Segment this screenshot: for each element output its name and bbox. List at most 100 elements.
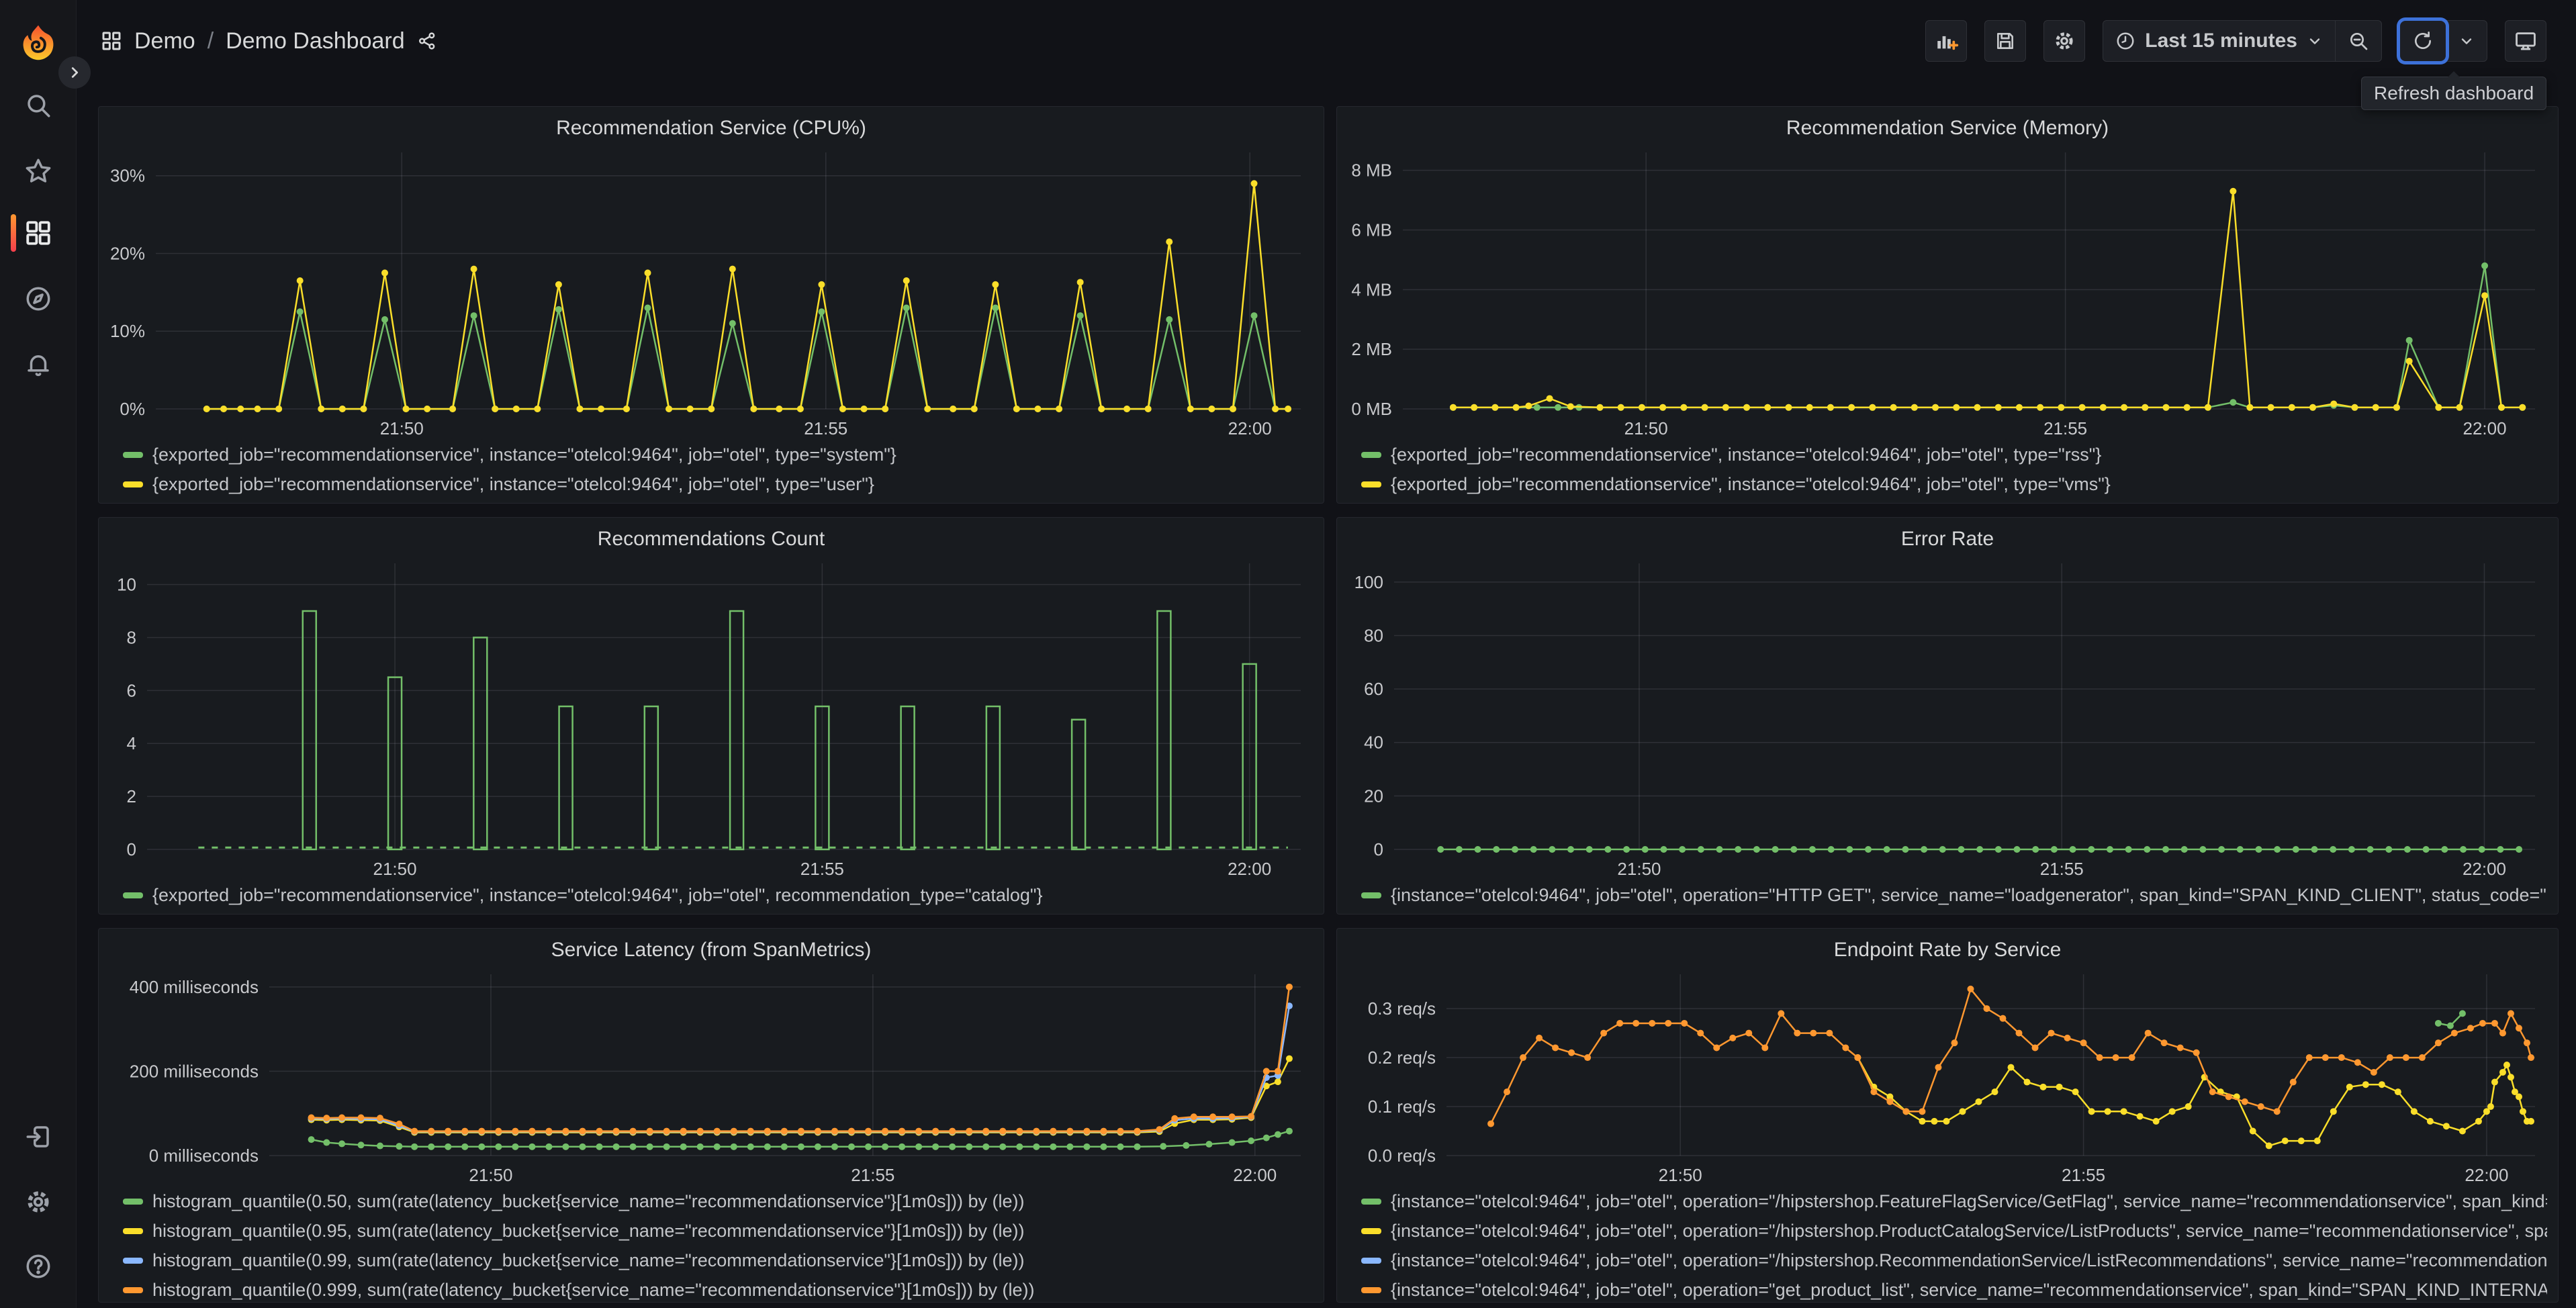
time-range-label: Last 15 minutes (2145, 30, 2297, 52)
dashboard-toolbar: Last 15 minutes (1925, 20, 2576, 62)
count-chart[interactable]: 0 2 4 6 8 10 21:50 21:55 22:00 (109, 554, 1314, 880)
star-icon (26, 158, 51, 183)
panel-service-latency: Service Latency (from SpanMetrics) 0 mil… (98, 928, 1324, 1303)
legend: histogram_quantile(0.50, sum(rate(latenc… (109, 1186, 1313, 1302)
top-header: Demo / Demo Dashboard (77, 0, 2576, 82)
svg-text:8 MB: 8 MB (1351, 160, 1392, 181)
legend-item[interactable]: {exported_job="recommendationservice", i… (1361, 469, 2547, 499)
panel-title[interactable]: Service Latency (from SpanMetrics) (551, 939, 872, 961)
legend-swatch (1361, 451, 1381, 458)
svg-text:40: 40 (1364, 733, 1383, 753)
breadcrumb-separator: / (207, 28, 214, 54)
legend-swatch (1361, 481, 1381, 487)
add-panel-button[interactable] (1925, 20, 1968, 62)
breadcrumb-page[interactable]: Demo Dashboard (226, 28, 405, 54)
latency-chart[interactable]: 0 milliseconds 200 milliseconds 400 millis… (109, 965, 1314, 1186)
save-dashboard-button[interactable] (1984, 20, 2027, 62)
time-controls-group: Last 15 minutes (2103, 20, 2382, 62)
svg-text:22:00: 22:00 (1233, 1165, 1277, 1185)
grafana-logo-icon[interactable] (19, 24, 57, 62)
legend-label: {instance="otelcol:9464", job="otel", op… (1391, 1250, 2547, 1270)
svg-text:0 milliseconds: 0 milliseconds (149, 1146, 259, 1166)
legend-item[interactable]: {exported_job="recommendationservice", i… (123, 440, 1313, 469)
legend-swatch (123, 1198, 143, 1205)
legend-swatch (1361, 1198, 1381, 1205)
cpu-chart[interactable]: 0% 10% 20% 30% 21:50 21:55 22:00 (109, 143, 1314, 440)
sidebar-item-sign-in[interactable] (0, 1113, 77, 1161)
svg-text:21:50: 21:50 (1617, 859, 1661, 879)
legend-label: histogram_quantile(0.99, sum(rate(latenc… (152, 1250, 1025, 1270)
svg-text:21:55: 21:55 (800, 859, 844, 879)
legend-label: {instance="otelcol:9464", job="otel", op… (1391, 1220, 2547, 1241)
svg-text:4: 4 (127, 733, 136, 753)
svg-text:21:50: 21:50 (469, 1165, 512, 1185)
legend-item[interactable]: {exported_job="recommendationservice", i… (1361, 440, 2547, 469)
svg-text:21:50: 21:50 (380, 418, 424, 438)
time-range-picker[interactable]: Last 15 minutes (2103, 21, 2335, 61)
dashboard-settings-button[interactable] (2043, 20, 2086, 62)
panel-title[interactable]: Recommendation Service (CPU%) (556, 117, 866, 139)
legend-label: {instance="otelcol:9464", job="otel", op… (1391, 1279, 2547, 1300)
svg-text:100: 100 (1354, 572, 1383, 592)
svg-text:22:00: 22:00 (1228, 859, 1271, 879)
legend-item[interactable]: {instance="otelcol:9464", job="otel", op… (1361, 1275, 2547, 1302)
panel-title[interactable]: Error Rate (1900, 528, 1994, 550)
panel-title[interactable]: Endpoint Rate by Service (1833, 939, 2062, 961)
legend-item[interactable]: histogram_quantile(0.50, sum(rate(latenc… (123, 1186, 1313, 1216)
legend-label: {instance="otelcol:9464", job="otel", op… (1391, 884, 2547, 905)
legend-item[interactable]: histogram_quantile(0.99, sum(rate(latenc… (123, 1246, 1313, 1275)
clock-icon (2117, 32, 2134, 50)
legend-item[interactable]: {exported_job="recommendationservice", i… (123, 469, 1313, 499)
svg-text:8: 8 (127, 627, 136, 647)
svg-text:21:50: 21:50 (1659, 1165, 1702, 1185)
sidebar-item-favorites[interactable] (0, 147, 77, 195)
svg-text:10%: 10% (110, 321, 145, 341)
legend-item[interactable]: {instance="otelcol:9464", job="otel", op… (1361, 1186, 2547, 1216)
sidebar-item-alerting[interactable] (0, 340, 77, 389)
legend-swatch (1361, 1227, 1381, 1234)
error-rate-chart[interactable]: 0 20 40 60 80 100 21:50 21:55 22:00 (1348, 554, 2548, 880)
memory-chart[interactable]: 0 MB 2 MB 4 MB 6 MB 8 MB 21:50 21:55 22:00 (1348, 143, 2548, 440)
share-icon[interactable] (417, 31, 437, 51)
refresh-dashboard-button[interactable] (2400, 21, 2446, 61)
svg-text:0.1 req/s: 0.1 req/s (1368, 1096, 1436, 1117)
panel-recommendation-memory: Recommendation Service (Memory) 0 MB 2 MB… (1336, 106, 2559, 504)
svg-text:0: 0 (1374, 839, 1383, 859)
kiosk-mode-button[interactable] (2505, 20, 2546, 62)
svg-text:21:55: 21:55 (2043, 418, 2087, 438)
zoom-out-icon (2350, 33, 2368, 50)
legend-label: {exported_job="recommendationservice", i… (152, 473, 874, 494)
svg-text:6: 6 (127, 680, 136, 700)
legend-item[interactable]: {exported_job="recommendationservice", i… (123, 880, 1313, 910)
refresh-controls-group (2399, 20, 2487, 62)
gear-icon (28, 1191, 49, 1213)
legend-item[interactable]: {instance="otelcol:9464", job="otel", op… (1361, 1246, 2547, 1275)
legend-item[interactable]: {instance="otelcol:9464", job="otel", op… (1361, 1216, 2547, 1246)
svg-text:200 milliseconds: 200 milliseconds (130, 1061, 259, 1081)
svg-text:2: 2 (127, 786, 136, 806)
legend-swatch (123, 451, 143, 458)
breadcrumb-section[interactable]: Demo (134, 28, 195, 54)
gear-icon (2056, 32, 2073, 50)
legend-swatch (123, 1227, 143, 1234)
expand-sidebar-button[interactable] (58, 56, 91, 89)
endpoint-rate-chart[interactable]: 0.0 req/s 0.1 req/s 0.2 req/s 0.3 req/s 21:5… (1348, 965, 2548, 1186)
search-icon (28, 95, 50, 118)
sidebar-item-dashboards[interactable] (0, 209, 77, 257)
refresh-interval-dropdown[interactable] (2446, 21, 2487, 61)
sidebar-item-explore[interactable] (0, 275, 77, 323)
panel-title[interactable]: Recommendations Count (597, 528, 825, 550)
legend-swatch (123, 481, 143, 487)
apps-grid-icon[interactable] (101, 30, 122, 52)
panel-title[interactable]: Recommendation Service (Memory) (1786, 117, 2109, 139)
zoom-out-time-button[interactable] (2335, 21, 2381, 61)
sidebar-item-help[interactable] (0, 1242, 77, 1291)
legend-item[interactable]: {instance="otelcol:9464", job="otel", op… (1361, 880, 2547, 910)
legend-item[interactable]: histogram_quantile(0.95, sum(rate(latenc… (123, 1216, 1313, 1246)
svg-text:80: 80 (1364, 625, 1383, 645)
svg-text:4 MB: 4 MB (1351, 279, 1392, 299)
sidebar-item-search[interactable] (0, 81, 77, 130)
svg-text:21:50: 21:50 (1624, 418, 1668, 438)
sidebar-item-settings[interactable] (0, 1178, 77, 1226)
legend-item[interactable]: histogram_quantile(0.999, sum(rate(laten… (123, 1275, 1313, 1302)
